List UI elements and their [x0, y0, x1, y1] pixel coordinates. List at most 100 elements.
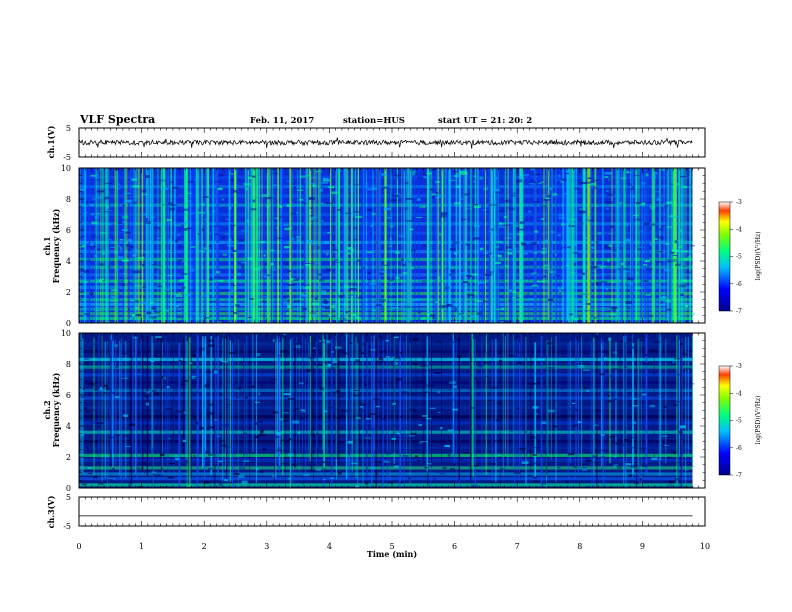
spectrogram-speckle: [214, 181, 220, 183]
spectrogram-speckle: [557, 234, 561, 237]
impulse-streak: [337, 168, 340, 323]
spectrogram-speckle: [676, 182, 680, 186]
spectrogram-speckle: [150, 216, 156, 219]
impulse-streak: [173, 168, 176, 323]
spectrogram-speckle: [332, 391, 339, 394]
spectrogram-speckle: [409, 408, 415, 411]
impulse-streak: [277, 168, 279, 323]
impulse-streak: [510, 168, 513, 323]
spectrogram-speckle: [404, 305, 411, 308]
spectrogram-speckle: [142, 253, 146, 257]
spectrogram-speckle: [434, 372, 442, 374]
impulse-streak: [199, 168, 202, 323]
spectrogram-speckle: [254, 315, 257, 317]
spectrogram-speckle: [675, 263, 681, 266]
impulse-streak: [377, 333, 380, 465]
spectrogram-speckle: [437, 414, 442, 416]
frequency-band: [79, 446, 693, 450]
spectrogram-speckle: [322, 461, 326, 463]
spectrogram-speckle: [358, 319, 362, 322]
spectrogram-speckle: [283, 296, 287, 299]
spectrogram-speckle: [225, 289, 231, 291]
spectrogram-speckle: [518, 351, 521, 353]
spectrogram-speckle: [180, 222, 187, 225]
spectrogram-speckle: [628, 434, 635, 437]
spectrogram-speckle: [671, 457, 677, 459]
spectrogram-speckle: [197, 233, 200, 236]
spectrogram-speckle: [320, 202, 324, 205]
spectrogram-speckle: [288, 438, 292, 441]
spectrogram-speckle: [576, 222, 584, 226]
impulse-streak: [459, 168, 461, 323]
spectrogram-speckle: [411, 249, 417, 253]
spectrogram-speckle: [570, 272, 576, 274]
spectrogram-speckle: [592, 270, 595, 272]
axis-ticks: [78, 128, 706, 526]
spectrogram-speckle: [86, 410, 90, 413]
spectrogram-speckle: [532, 454, 537, 456]
spectrogram-speckle: [163, 376, 167, 380]
spectrogram-speckle: [257, 392, 260, 396]
spectrogram-speckle: [429, 407, 436, 409]
ch1-spectrogram: [79, 168, 695, 323]
spectrogram-speckle: [161, 204, 168, 206]
spectrogram-speckle: [496, 402, 501, 405]
x-tick-label: 0: [76, 542, 81, 551]
spectrogram-speckle: [286, 180, 293, 183]
impulse-streak: [406, 335, 407, 457]
spectrogram-speckle: [158, 281, 166, 283]
spectrogram-speckle: [153, 354, 158, 356]
spectrogram-speckle: [388, 245, 393, 247]
spectrogram-speckle: [193, 480, 197, 484]
impulse-streak: [331, 333, 332, 477]
spectrogram-speckle: [109, 299, 115, 303]
spectrogram-speckle: [645, 173, 649, 177]
spectrogram-speckle: [462, 281, 468, 284]
spectrogram-speckle: [644, 222, 650, 225]
impulse-streak: [363, 168, 365, 323]
spectrogram-speckle: [604, 245, 611, 249]
impulse-streak: [481, 336, 483, 473]
impulse-streak: [547, 168, 550, 323]
spectrogram-speckle: [490, 203, 497, 206]
impulse-streak: [279, 342, 281, 466]
spectrogram-speckle: [679, 425, 686, 429]
spectrogram-speckle: [666, 226, 673, 229]
spectrogram-speckle: [581, 468, 588, 471]
spectrogram-speckle: [573, 424, 578, 427]
spectrogram-speckle: [176, 312, 181, 314]
spectrogram-speckle: [666, 184, 674, 187]
spectrogram-speckle: [668, 183, 674, 186]
impulse-streak: [654, 168, 657, 323]
spectrogram-speckle: [174, 224, 181, 227]
impulse-streak: [382, 339, 384, 488]
spectrogram-speckle: [230, 178, 234, 181]
spectrogram-speckle: [175, 240, 179, 243]
spectrogram-speckle: [312, 421, 318, 424]
spectrogram-speckle: [664, 268, 670, 272]
spectrogram-speckle: [262, 194, 268, 197]
spectrogram-speckle: [233, 473, 240, 475]
spectrogram-speckle: [233, 284, 236, 286]
spectrogram-speckle: [225, 399, 229, 401]
spectrogram-speckle: [673, 404, 678, 406]
spectrogram-speckle: [139, 301, 146, 305]
impulse-streak: [431, 335, 432, 468]
frequency-band: [79, 357, 693, 361]
impulse-streak: [644, 168, 647, 323]
spectrogram-speckle: [470, 407, 476, 409]
spectrogram-speckle: [451, 266, 455, 269]
impulse-streak: [458, 337, 460, 480]
spectrogram-speckle: [233, 312, 238, 314]
spectrogram-speckle: [98, 281, 106, 283]
impulse-streak: [669, 168, 671, 323]
spectrogram-speckle: [85, 203, 88, 205]
spectrogram-speckle: [610, 318, 617, 321]
spectrogram-speckle: [153, 227, 160, 229]
spectrogram-speckle: [322, 177, 329, 181]
impulse-streak: [185, 333, 187, 460]
impulse-streak: [249, 341, 251, 488]
spectrogram-speckle: [608, 233, 612, 235]
spectrogram-speckle: [161, 486, 168, 488]
impulse-streak: [666, 168, 668, 323]
